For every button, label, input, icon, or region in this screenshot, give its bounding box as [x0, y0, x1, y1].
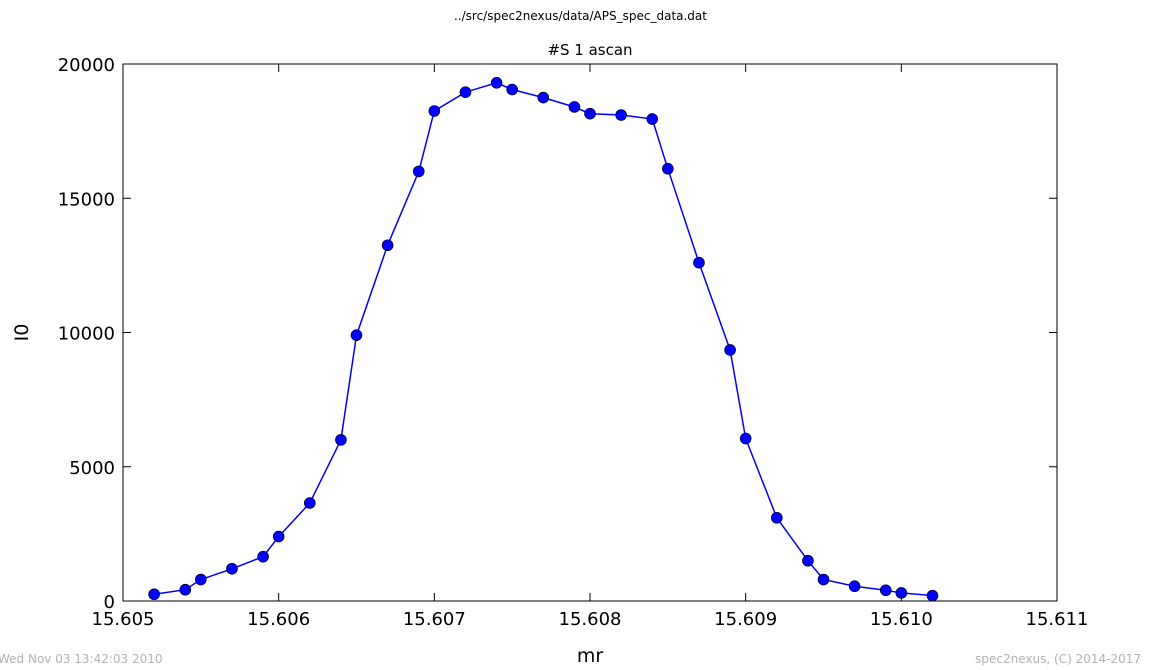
footer-timestamp: Wed Nov 03 13:42:03 2010 — [0, 652, 163, 666]
data-point — [335, 434, 347, 446]
data-point — [802, 554, 814, 567]
data-point — [770, 511, 783, 524]
data-point — [739, 432, 752, 445]
data-point — [428, 105, 441, 117]
data-point — [848, 580, 861, 593]
data-point — [537, 91, 550, 104]
axes-frame — [122, 63, 1058, 602]
y-tick-label: 10000 — [58, 324, 115, 345]
chart-title: #S 1 ascan — [547, 41, 632, 59]
y-axis: 0 5000 10000 15000 20000 — [58, 55, 1057, 613]
data-point — [303, 497, 316, 509]
x-tick-label: 15.607 — [403, 609, 466, 630]
series-line — [153, 82, 933, 597]
x-axis: 15.605 15.606 15.607 15.608 15.609 15.610 15.6… — [92, 64, 1089, 630]
data-point — [412, 165, 425, 178]
y-tick-label: 5000 — [69, 458, 115, 479]
data-point — [568, 101, 581, 113]
data-point — [257, 550, 269, 563]
data-point — [381, 239, 394, 252]
x-tick-label: 15.608 — [559, 609, 622, 630]
data-point — [195, 573, 207, 586]
y-tick-label: 15000 — [58, 189, 115, 210]
data-point — [506, 83, 518, 96]
data-point — [615, 109, 627, 121]
data-point — [662, 162, 674, 175]
x-tick-label: 15.610 — [870, 609, 933, 630]
data-point — [584, 107, 596, 120]
series-layer — [148, 76, 939, 602]
x-tick-label: 15.611 — [1026, 609, 1089, 630]
data-point — [350, 329, 363, 341]
data-point — [693, 256, 705, 269]
data-point — [459, 86, 472, 98]
x-tick-label: 15.609 — [714, 609, 777, 630]
figure-suptitle: ../src/spec2nexus/data/APS_spec_data.dat — [453, 9, 707, 23]
data-point — [490, 76, 503, 89]
data-point — [646, 113, 659, 125]
data-point — [817, 573, 830, 586]
y-tick-label: 20000 — [58, 55, 115, 76]
x-tick-label: 15.606 — [247, 609, 310, 630]
footer-credit: spec2nexus, (C) 2014-2017 — [975, 652, 1141, 666]
y-axis-label: I0 — [11, 324, 33, 342]
data-point — [272, 530, 285, 543]
x-tick-label: 15.605 — [92, 609, 155, 630]
y-tick-label: 0 — [104, 592, 115, 613]
data-point — [148, 588, 160, 601]
data-point — [179, 583, 192, 596]
data-point — [879, 584, 892, 597]
data-point — [226, 562, 238, 575]
data-point — [926, 589, 939, 602]
x-axis-label: mr — [577, 645, 604, 667]
data-point — [724, 344, 736, 356]
